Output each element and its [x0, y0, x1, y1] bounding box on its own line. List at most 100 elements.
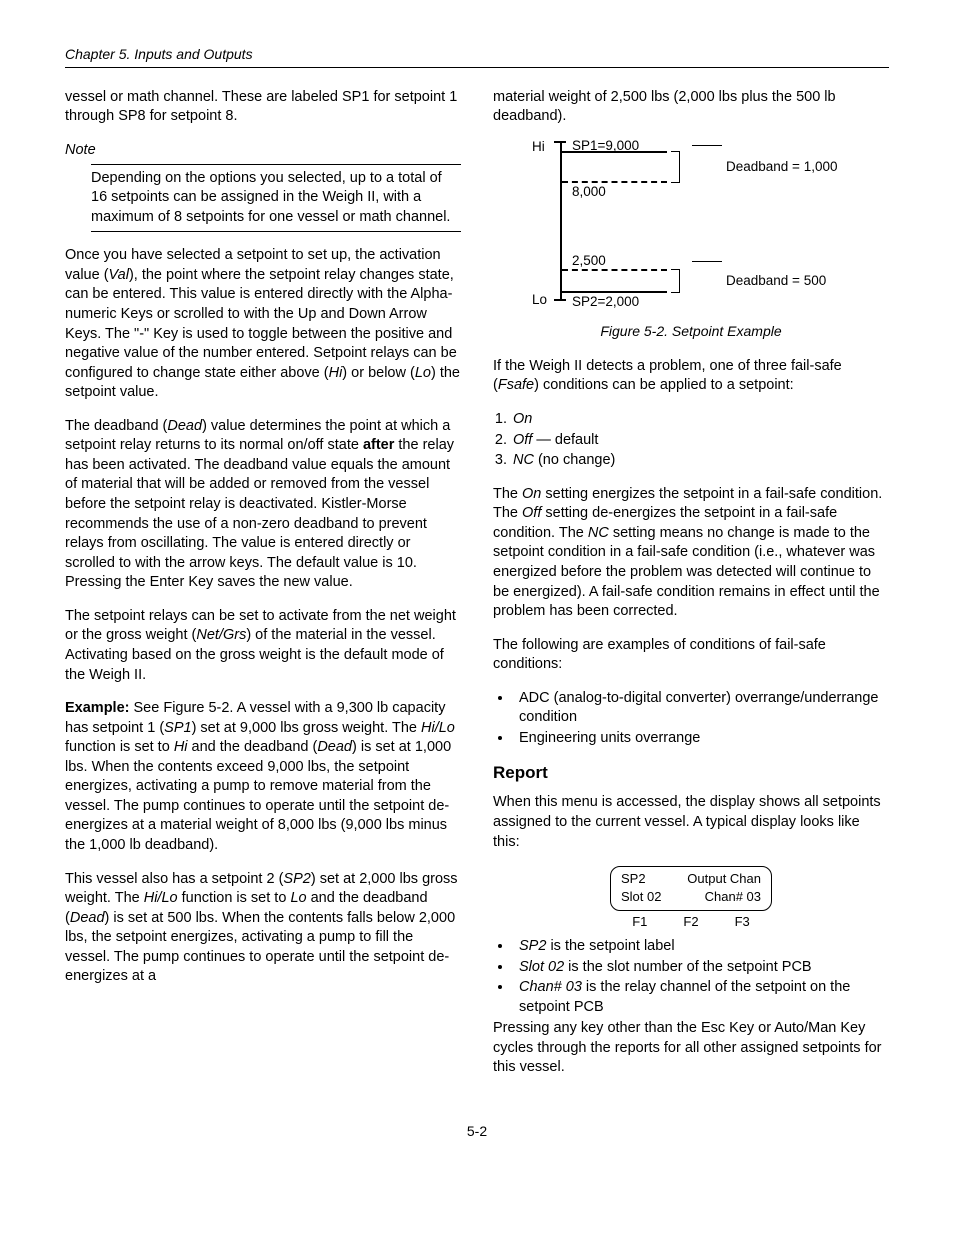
after-bold: after — [363, 437, 394, 453]
hilo-italic: Hi/Lo — [421, 720, 455, 736]
off-italic: Off — [513, 432, 532, 448]
t: This vessel also has a setpoint 2 ( — [65, 871, 283, 887]
desc-chan: Chan# 03 is the relay channel of the set… — [513, 978, 889, 1017]
disp-outchan: Output Chan — [687, 870, 761, 888]
off-italic: Off — [522, 505, 541, 521]
label-db1: Deadband = 1,000 — [726, 158, 837, 176]
lo-italic: Lo — [290, 890, 306, 906]
fsafe-list: On Off — default NC (no change) — [493, 410, 889, 471]
label-sp2: SP2=2,000 — [572, 293, 639, 311]
display-wrap: SP2 Output Chan Slot 02 Chan# 03 F1 F2 F… — [493, 866, 889, 931]
on-italic: On — [522, 486, 541, 502]
t: ), the point where the setpoint relay ch… — [65, 267, 457, 381]
t: ) set at 9,000 lbs gross weight. The — [192, 720, 421, 736]
desc-slot: Slot 02 is the slot number of the setpoi… — [513, 958, 889, 978]
brace-arm2 — [692, 261, 722, 262]
t: ) is set at 1,000 lbs. When the contents… — [65, 739, 451, 853]
dead-italic: Dead — [167, 418, 202, 434]
display-row1: SP2 Output Chan — [621, 870, 761, 888]
page-columns: vessel or math channel. These are labele… — [65, 88, 889, 1092]
t: ) or below ( — [342, 365, 415, 381]
t: function is set to — [65, 739, 174, 755]
display-desc: SP2 is the setpoint label Slot 02 is the… — [493, 937, 889, 1017]
note-label: Note — [65, 141, 461, 161]
para-deadband: The deadband (Dead) value determines the… — [65, 417, 461, 593]
disp-sp2: SP2 — [621, 870, 646, 888]
para-settings: The On setting energizes the setpoint in… — [493, 485, 889, 622]
label-8000: 8,000 — [572, 183, 606, 201]
report-heading: Report — [493, 762, 889, 785]
fkey-f3: F3 — [735, 913, 750, 931]
tick-lo — [554, 299, 566, 301]
failsafe-examples: ADC (analog-to-digital converter) overra… — [493, 689, 889, 749]
disp-slot: Slot 02 — [621, 888, 661, 906]
fkey-f1: F1 — [632, 913, 647, 931]
chapter-header: Chapter 5. Inputs and Outputs — [65, 45, 889, 68]
para-sp2: This vessel also has a setpoint 2 (SP2 ) … — [65, 870, 461, 987]
tick-hi — [554, 141, 566, 143]
disp-chan: Chan# 03 — [705, 888, 761, 906]
hilo-italic: Hi/Lo — [144, 890, 178, 906]
brace-db2 — [671, 269, 680, 293]
t: ) conditions can be applied to a setpoin… — [534, 377, 794, 393]
label-sp1: SP1=9,000 — [572, 137, 639, 155]
note-body: Depending on the options you selected, u… — [91, 169, 461, 228]
example-bold: Example: — [65, 700, 129, 716]
val-italic: Val — [109, 267, 129, 283]
display-box: SP2 Output Chan Slot 02 Chan# 03 — [610, 866, 772, 911]
para-fsafe: If the Weigh II detects a problem, one o… — [493, 357, 889, 396]
sp2-italic: SP2 — [283, 871, 310, 887]
fkeys: F1 F2 F3 — [493, 913, 889, 931]
para-pressing: Pressing any key other than the Esc Key … — [493, 1019, 889, 1078]
t: ) is set at 500 lbs. When the contents f… — [65, 910, 455, 985]
slot-italic: Slot 02 — [519, 959, 564, 975]
netgrs-italic: Net/Grs — [196, 627, 246, 643]
label-hi: Hi — [532, 138, 545, 156]
left-column: vessel or math channel. These are labele… — [65, 88, 461, 1092]
brace-arm1 — [692, 145, 722, 146]
t: is the setpoint label — [546, 938, 674, 954]
on-italic: On — [513, 411, 532, 427]
t: The — [493, 486, 522, 502]
para-examples: The following are examples of conditions… — [493, 636, 889, 675]
chan-italic: Chan# 03 — [519, 979, 582, 995]
dead-italic: Dead — [317, 739, 352, 755]
sp1-italic: SP1 — [164, 720, 191, 736]
t: (no change) — [534, 452, 615, 468]
t: function is set to — [178, 890, 291, 906]
t: and the deadband ( — [188, 739, 318, 755]
t: The deadband ( — [65, 418, 167, 434]
label-db2: Deadband = 500 — [726, 272, 826, 290]
note-box: Depending on the options you selected, u… — [91, 164, 461, 233]
page-number: 5-2 — [65, 1122, 889, 1141]
fsafe-nc: NC (no change) — [511, 451, 889, 471]
para-example: Example: See Figure 5-2. A vessel with a… — [65, 699, 461, 856]
fkey-f2: F2 — [683, 913, 698, 931]
lo-italic: Lo — [415, 365, 431, 381]
fsafe-on: On — [511, 410, 889, 430]
para-val: Once you have selected a setpoint to set… — [65, 246, 461, 403]
example-adc: ADC (analog-to-digital converter) overra… — [513, 689, 889, 728]
para-report: When this menu is accessed, the display … — [493, 793, 889, 852]
fsafe-italic: Fsafe — [498, 377, 534, 393]
setpoint-diagram: Hi Lo SP1=9,000 8,000 Deadband = 1,000 2… — [516, 141, 866, 316]
hi-italic: Hi — [174, 739, 188, 755]
para-intro: vessel or math channel. These are labele… — [65, 88, 461, 127]
nc-italic: NC — [513, 452, 534, 468]
para-netgrs: The setpoint relays can be set to activa… — [65, 607, 461, 685]
example-eng: Engineering units overrange — [513, 729, 889, 749]
sp2-italic: SP2 — [519, 938, 546, 954]
label-lo: Lo — [532, 291, 547, 309]
display-row2: Slot 02 Chan# 03 — [621, 888, 761, 906]
fsafe-off: Off — default — [511, 431, 889, 451]
t: — default — [532, 432, 598, 448]
y-axis — [560, 141, 562, 301]
nc-italic: NC — [588, 525, 609, 541]
right-column: material weight of 2,500 lbs (2,000 lbs … — [493, 88, 889, 1092]
hi-italic: Hi — [329, 365, 343, 381]
brace-db1 — [671, 151, 680, 183]
figure-caption: Figure 5-2. Setpoint Example — [493, 322, 889, 341]
label-2500: 2,500 — [572, 252, 606, 270]
dead-italic: Dead — [70, 910, 105, 926]
desc-sp2: SP2 is the setpoint label — [513, 937, 889, 957]
